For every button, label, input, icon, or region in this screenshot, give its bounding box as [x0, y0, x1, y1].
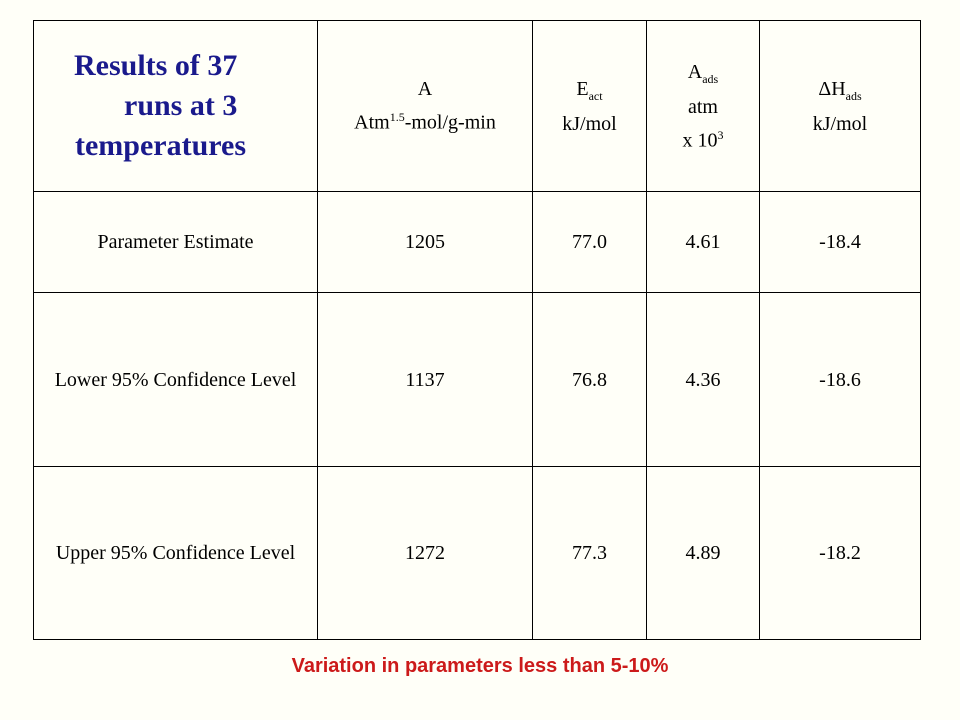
- row-label: Parameter Estimate: [33, 191, 318, 293]
- column-header-aads-scale-exponent: 3: [717, 127, 724, 142]
- column-header-aads-symbol: A: [687, 60, 703, 83]
- title-line-2: runs at 3: [124, 89, 238, 122]
- column-header-aads: Aads atm x 103: [646, 20, 760, 192]
- table-cell: 1272: [317, 466, 533, 640]
- table-cell: 77.0: [532, 191, 647, 293]
- title-line-1: Results of 37: [74, 49, 238, 82]
- table-cell: 4.61: [646, 191, 760, 293]
- row-label: Upper 95% Confidence Level: [33, 466, 318, 640]
- column-header-aads-unit: atm: [688, 95, 718, 118]
- column-header-eact-unit: kJ/mol: [562, 112, 617, 135]
- table-cell: 76.8: [532, 292, 647, 467]
- table-cell: 1205: [317, 191, 533, 293]
- column-header-hads: ΔHads kJ/mol: [759, 20, 921, 192]
- column-header-a: A Atm1.5-mol/g-min: [317, 20, 533, 192]
- table-cell: -18.4: [759, 191, 921, 293]
- table-title: Results of 37 runs at 3 temperatures: [38, 46, 313, 166]
- column-header-a-unit: Atm: [354, 111, 390, 134]
- table-row: Upper 95% Confidence Level 1272 77.3 4.8…: [33, 466, 921, 640]
- footer-note: Variation in parameters less than 5-10%: [291, 655, 669, 677]
- column-header-a-symbol: A: [417, 78, 433, 101]
- table-cell: 77.3: [532, 466, 647, 640]
- table-title-cell: Results of 37 runs at 3 temperatures: [33, 20, 318, 192]
- column-header-hads-subscript: ads: [845, 88, 862, 103]
- table-row: Parameter Estimate 1205 77.0 4.61 -18.4: [33, 191, 921, 293]
- column-header-aads-scale: x 10: [682, 129, 718, 152]
- column-header-hads-symbol: ΔH: [818, 77, 846, 100]
- results-table: Results of 37 runs at 3 temperatures A A…: [33, 20, 921, 640]
- column-header-eact: Eact kJ/mol: [532, 20, 647, 192]
- table-cell: 4.89: [646, 466, 760, 640]
- table-cell: 1137: [317, 292, 533, 467]
- table-cell: 4.36: [646, 292, 760, 467]
- title-line-3: temperatures: [75, 129, 247, 162]
- column-header-aads-subscript: ads: [702, 71, 719, 86]
- column-header-a-unit-exponent: 1.5: [389, 110, 405, 125]
- table-cell: -18.6: [759, 292, 921, 467]
- table-row: Lower 95% Confidence Level 1137 76.8 4.3…: [33, 292, 921, 467]
- table-cell: -18.2: [759, 466, 921, 640]
- column-header-eact-subscript: act: [588, 88, 603, 103]
- column-header-a-unit-rest: -mol/g-min: [404, 111, 496, 134]
- table-header-row: Results of 37 runs at 3 temperatures A A…: [33, 20, 921, 192]
- column-header-hads-unit: kJ/mol: [812, 112, 868, 135]
- column-header-eact-symbol: E: [576, 77, 589, 100]
- row-label: Lower 95% Confidence Level: [33, 292, 318, 467]
